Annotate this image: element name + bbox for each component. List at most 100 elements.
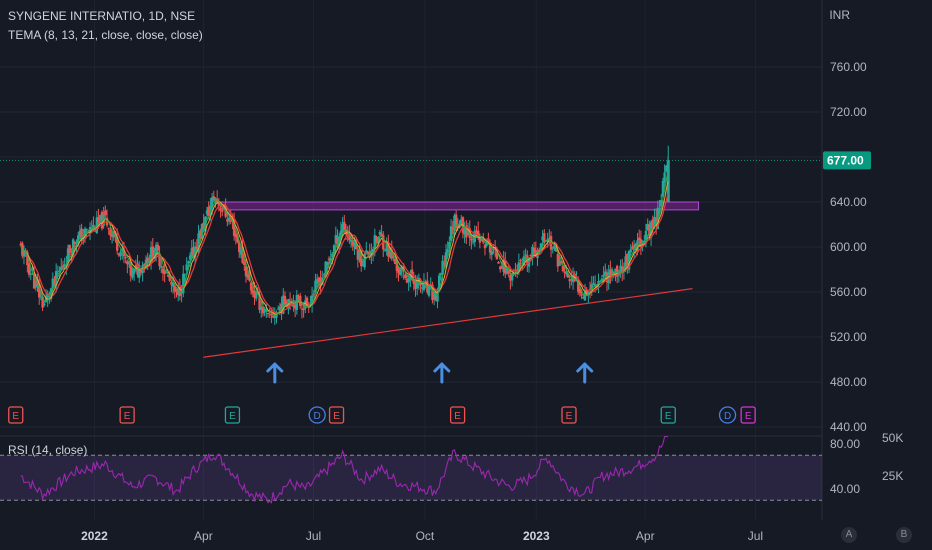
price-tick-label-7: 480.00 <box>830 375 867 389</box>
candle-body-73 <box>143 264 146 266</box>
candle-body-78 <box>151 246 154 259</box>
candle-body-107 <box>200 223 204 239</box>
candle-body-331 <box>580 293 583 296</box>
candle-body-109 <box>204 216 207 232</box>
candle-body-247 <box>438 275 441 292</box>
earnings-marker-9 <box>740 406 756 424</box>
candle-body-358 <box>626 254 629 267</box>
candle-body-119 <box>221 210 224 212</box>
candle-body-212 <box>378 232 382 235</box>
candle-body-369 <box>644 230 648 240</box>
candle-body-278 <box>490 250 493 255</box>
candle-body-190 <box>341 224 344 232</box>
candle-body-97 <box>183 273 187 275</box>
candle-body-363 <box>634 243 638 250</box>
arrow-up-icon-0 <box>266 362 284 384</box>
candle-body-28 <box>66 248 70 263</box>
candle-body-84 <box>161 268 165 273</box>
candle-body-54 <box>110 234 114 237</box>
candle-body-184 <box>331 253 334 258</box>
candle-body-229 <box>407 278 410 283</box>
candle-body-149 <box>271 315 275 318</box>
candle-body-175 <box>315 279 319 284</box>
candle-body-321 <box>563 271 566 273</box>
resistance-zone <box>219 201 700 211</box>
event-marker-label-3: D <box>314 411 321 422</box>
price-tick-label-6: 520.00 <box>830 330 867 344</box>
candle-body-182 <box>327 258 331 260</box>
tema-line-fast <box>20 170 669 316</box>
candle-body-162 <box>293 303 297 309</box>
candle-body-147 <box>268 311 271 313</box>
candle-body-251 <box>444 252 448 267</box>
candle-body-34 <box>77 235 80 243</box>
candle-body-60 <box>121 248 124 252</box>
candle-body-308 <box>541 236 544 241</box>
button-a[interactable]: A <box>841 527 857 543</box>
candle-body-148 <box>270 313 273 316</box>
candle-body-298 <box>524 254 527 256</box>
candle-body-180 <box>324 261 327 277</box>
candle-body-6 <box>29 273 32 275</box>
candle-body-323 <box>566 273 570 278</box>
candle-body-250 <box>443 263 446 265</box>
candle-body-155 <box>282 295 285 314</box>
rsi-line <box>20 435 669 504</box>
candle-body-373 <box>651 219 654 228</box>
candle-body-313 <box>549 235 553 250</box>
last-price-badge <box>823 151 871 170</box>
candle-body-136 <box>249 282 253 291</box>
candle-body-189 <box>339 230 343 238</box>
candle-body-193 <box>346 230 349 236</box>
candle-body-38 <box>83 228 87 237</box>
candle-body-191 <box>343 221 346 231</box>
rsi-tick-label-0: 80.00 <box>830 437 860 451</box>
candle-body-2 <box>22 250 26 257</box>
candle-body-368 <box>643 240 646 245</box>
candle-body-209 <box>373 235 377 249</box>
button-b[interactable]: B <box>896 527 912 543</box>
candle-body-381 <box>665 165 668 172</box>
candle-body-202 <box>361 264 365 266</box>
earnings-marker-6 <box>561 406 577 424</box>
candle-body-371 <box>648 224 651 237</box>
dividend-marker-8 <box>718 406 737 424</box>
candle-body-253 <box>448 242 451 249</box>
candle-body-123 <box>227 217 231 220</box>
candle-body-337 <box>590 284 593 290</box>
candle-body-120 <box>222 205 226 209</box>
candle-body-132 <box>243 261 246 266</box>
candle-body-306 <box>538 249 541 253</box>
candle-body-35 <box>78 230 82 237</box>
candle-body-156 <box>283 296 287 305</box>
candle-body-24 <box>60 266 63 271</box>
candle-body-99 <box>187 261 190 264</box>
candle-body-341 <box>597 281 600 286</box>
price-tick-label-5: 560.00 <box>830 285 867 299</box>
candle-body-271 <box>478 237 482 243</box>
candle-body-343 <box>600 278 604 281</box>
time-tick-label-3: Oct <box>416 529 435 543</box>
candle-body-96 <box>182 273 185 294</box>
last-price-label: 677.00 <box>827 153 864 167</box>
candle-body-218 <box>388 249 392 257</box>
candle-body-187 <box>336 237 339 245</box>
candle-body-100 <box>188 255 192 260</box>
candle-body-166 <box>300 308 304 310</box>
candle-body-114 <box>212 196 215 201</box>
candle-body-234 <box>415 279 419 289</box>
candle-body-354 <box>619 265 622 273</box>
candle-body-176 <box>317 277 321 282</box>
candle-body-52 <box>107 228 110 230</box>
candle-body-335 <box>587 291 590 296</box>
candle-body-197 <box>353 239 356 248</box>
candle-body-88 <box>168 275 171 281</box>
candle-body-307 <box>539 243 543 251</box>
candle-body-125 <box>231 218 234 222</box>
candle-body-154 <box>280 303 283 313</box>
candle-body-241 <box>427 285 431 296</box>
candle-body-328 <box>575 279 578 281</box>
earnings-marker-4 <box>328 406 345 424</box>
